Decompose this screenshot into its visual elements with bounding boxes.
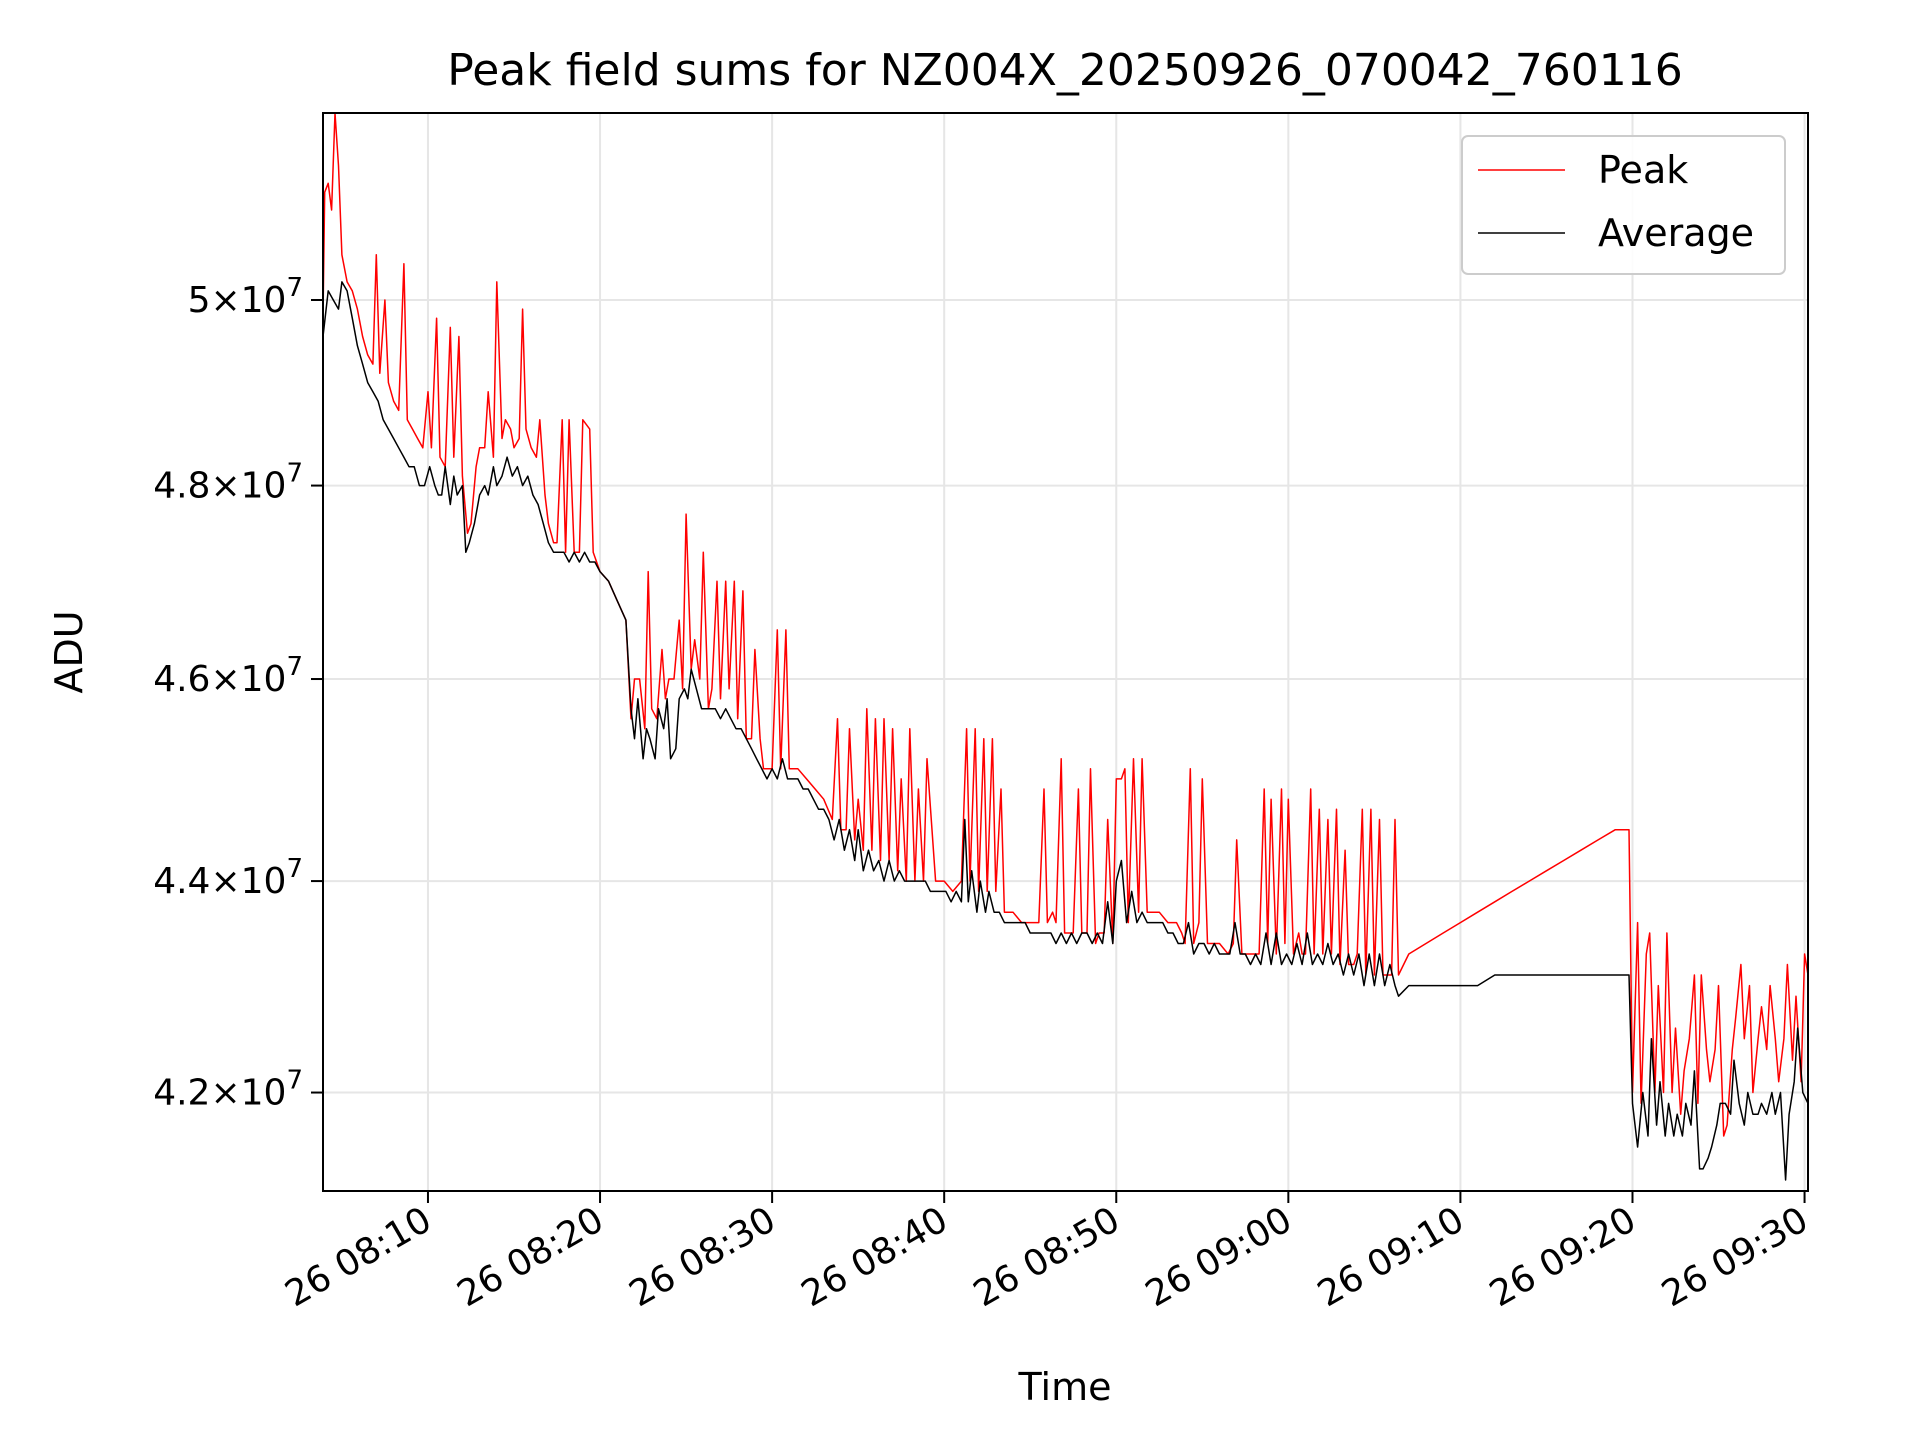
y-tick-label: 4.6×107	[153, 652, 303, 700]
y-tick-base: 10	[241, 861, 287, 902]
y-tick-label: 5×107	[188, 273, 303, 321]
legend-label-peak: Peak	[1598, 148, 1688, 192]
y-tick-times: ×	[210, 861, 240, 902]
y-tick-exponent: 7	[286, 459, 303, 489]
series-line-peak	[323, 113, 1808, 1137]
legend-label-average: Average	[1598, 211, 1754, 255]
grid-lines	[323, 113, 1808, 1191]
plot-area	[323, 113, 1808, 1181]
y-tick-mantissa: 4.4	[153, 861, 210, 902]
y-tick-exponent: 7	[286, 273, 303, 303]
y-tick-base: 10	[241, 1073, 287, 1114]
y-tick-times: ×	[210, 280, 240, 321]
y-tick-base: 10	[241, 280, 287, 321]
y-tick-exponent: 7	[286, 652, 303, 682]
y-tick-exponent: 7	[286, 1066, 303, 1096]
y-tick-base: 10	[241, 466, 287, 507]
series-line-average	[323, 281, 1808, 1181]
y-tick-mantissa: 5	[188, 280, 211, 321]
x-axis-label: Time	[1018, 1365, 1112, 1409]
y-tick-times: ×	[210, 466, 240, 507]
y-tick-label: 4.8×107	[153, 459, 303, 507]
y-axis-label: ADU	[47, 610, 91, 693]
chart-title: Peak field sums for NZ004X_20250926_0700…	[447, 45, 1683, 96]
y-tick-mantissa: 4.2	[153, 1073, 210, 1114]
y-tick-label: 4.2×107	[153, 1066, 303, 1114]
y-tick-exponent: 7	[286, 854, 303, 884]
plot-frame	[322, 112, 1809, 1192]
y-tick-times: ×	[210, 659, 240, 700]
y-tick-label: 4.4×107	[153, 854, 303, 902]
y-tick-mantissa: 4.6	[153, 659, 210, 700]
legend: Peak Average	[1461, 135, 1786, 275]
y-tick-base: 10	[241, 659, 287, 700]
y-tick-mantissa: 4.8	[153, 466, 210, 507]
y-tick-times: ×	[210, 1073, 240, 1114]
